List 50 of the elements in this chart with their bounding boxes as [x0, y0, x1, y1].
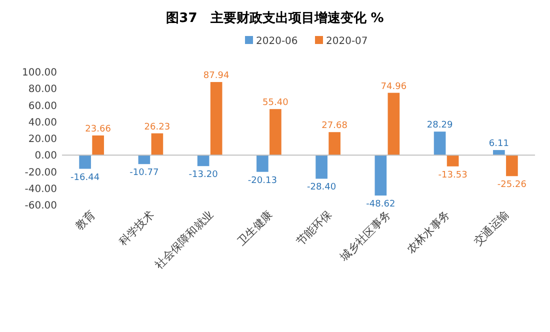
data-label: 74.96 — [380, 82, 407, 92]
bar — [138, 155, 150, 164]
bar — [92, 135, 104, 156]
x-tick-label: 农林水事务 — [404, 208, 452, 256]
chart-title: 图37 主要财政支出项目增速变化 % — [166, 10, 384, 26]
data-label: -10.77 — [130, 168, 159, 178]
x-tick-label: 教育 — [72, 208, 98, 233]
bar — [210, 82, 222, 156]
data-label: 6.11 — [488, 139, 509, 150]
data-label: -48.62 — [366, 200, 396, 210]
y-tick-label: -60.00 — [24, 200, 57, 212]
bar — [197, 155, 210, 166]
legend-label: 2020-06 — [256, 36, 298, 47]
data-label: -28.40 — [307, 182, 336, 193]
y-tick-label: -40.00 — [24, 184, 57, 195]
data-label: 27.68 — [322, 121, 348, 132]
data-label: -16.44 — [70, 172, 100, 183]
bar — [434, 132, 446, 156]
x-tick-label: 节能环保 — [294, 208, 334, 248]
bar — [328, 132, 340, 156]
data-label: -20.13 — [248, 176, 277, 186]
data-label: 28.29 — [426, 120, 453, 131]
y-tick-label: 40.00 — [28, 117, 57, 128]
y-tick-label: 100.00 — [22, 68, 57, 78]
bar — [256, 155, 268, 172]
bar — [374, 155, 387, 196]
x-tick-label: 城乡社区事务 — [336, 208, 394, 264]
y-tick-label: 0.00 — [34, 150, 57, 162]
bar — [388, 92, 400, 156]
data-label: -25.26 — [497, 180, 527, 190]
legend-label: 2020-07 — [326, 36, 368, 47]
bar — [493, 150, 505, 156]
bar — [151, 133, 164, 156]
bar — [446, 155, 459, 166]
bar — [270, 109, 282, 156]
data-label: 55.40 — [262, 98, 289, 108]
data-label: 26.23 — [144, 122, 170, 132]
data-label: 87.94 — [203, 71, 230, 82]
bar — [79, 155, 91, 169]
y-tick-label: 80.00 — [28, 84, 57, 96]
bar — [506, 155, 518, 176]
y-tick-label: 20.00 — [28, 134, 57, 145]
data-label: 23.66 — [85, 124, 112, 134]
y-tick-label: 60.00 — [28, 100, 57, 112]
data-label: -13.53 — [438, 170, 468, 180]
x-tick-label: 交通运输 — [471, 208, 512, 248]
bar — [316, 155, 328, 179]
x-tick-label: 卫生健康 — [234, 208, 276, 248]
y-tick-label: -20.00 — [24, 167, 57, 178]
data-label: -13.20 — [188, 170, 218, 180]
